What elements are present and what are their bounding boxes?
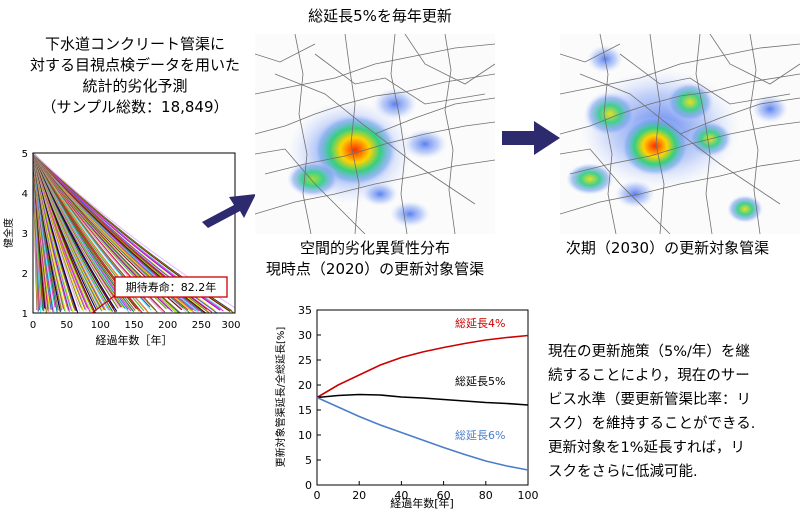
conclusion-line: ビス水準（要更新管渠比率：リ <box>548 392 751 408</box>
study-title-line: 統計的劣化予測 <box>82 77 188 95</box>
chart-y-tick-label: 20 <box>298 379 312 392</box>
next-heatmap <box>560 34 800 234</box>
plot-frame <box>32 152 236 314</box>
conclusion-line: 現在の更新施策（5%/年）を継 <box>548 344 750 360</box>
x-tick-label: 200 <box>158 320 177 331</box>
arrow-next-map-icon <box>502 121 560 155</box>
x-tick-label: 150 <box>124 320 143 331</box>
study-title-line: （サンプル総数：18,849） <box>41 98 229 116</box>
renewal-ratio-chart: 0 5 10 15 20 25 30 35 0 20 40 60 80 100 更新対象管渠延長/全総延長… <box>274 304 539 510</box>
x-tick-label: 100 <box>91 320 110 331</box>
current-map-caption-line: 空間的劣化異質性分布 <box>299 239 450 257</box>
conclusion-line: 続することにより，現在のサー <box>548 368 750 384</box>
series-line-4pct <box>316 334 529 399</box>
y-tick-label: 4 <box>22 189 28 200</box>
study-title: 下水道コンクリート管渠に 対する目視点検データを用いた 統計的劣化予測 （サンプ… <box>0 34 270 118</box>
x-axis-label: 経過年数［年］ <box>96 333 173 347</box>
annotation-box <box>114 276 228 298</box>
deterioration-plot: 健全度 1 2 3 4 5 0 50 100 150 200 250 300 経… <box>2 149 241 347</box>
y-tick-label: 3 <box>22 229 28 240</box>
chart-x-tick-label: 0 <box>314 489 321 502</box>
chart-y-tick-label: 35 <box>298 304 312 317</box>
current-map-caption: 空間的劣化異質性分布 現時点（2020）の更新対象管渠 <box>250 238 500 280</box>
conclusion-line: 更新対象を1%延長すれば，リ <box>548 440 746 456</box>
arrow-to-map-icon <box>202 194 256 228</box>
x-tick-label: 250 <box>192 320 211 331</box>
series-line-6pct <box>316 396 529 471</box>
x-tick-label: 0 <box>30 320 36 331</box>
chart-y-tick-label: 15 <box>298 404 312 417</box>
expected-life-label: 期待寿命：82.2年 <box>126 280 217 294</box>
chart-x-axis-label: 経過年数[年] <box>390 496 454 510</box>
study-title-line: 対する目視点検データを用いた <box>29 56 240 74</box>
current-heatmap <box>255 34 495 234</box>
chart-y-tick-label: 10 <box>298 429 312 442</box>
conclusion-line: スク）を維持することができる. <box>548 416 756 432</box>
x-tick-label: 50 <box>60 320 73 331</box>
chart-y-tick-label: 30 <box>298 329 312 342</box>
series-label-4pct: 総延長4% <box>455 316 505 330</box>
y-tick-label: 1 <box>22 309 28 320</box>
series-label-6pct: 総延長6% <box>455 428 505 442</box>
series-line-5pct <box>316 393 529 406</box>
chart-y-tick-label: 25 <box>298 354 312 367</box>
chart-x-tick-label: 20 <box>352 489 366 502</box>
conclusion-line: スクをさらに低減可能. <box>548 464 698 480</box>
chart-x-tick-label: 40 <box>394 489 408 502</box>
study-title-line: 下水道コンクリート管渠に <box>44 35 225 53</box>
chart-y-tick-label: 5 <box>305 454 312 467</box>
maps-top-label: 総延長5%を毎年更新 <box>308 7 452 25</box>
chart-y-tick-label: 0 <box>305 479 312 492</box>
chart-x-tick-label: 100 <box>518 489 539 502</box>
y-tick-label: 2 <box>22 269 28 280</box>
current-map-caption-line: 現時点（2020）の更新対象管渠 <box>265 260 485 278</box>
x-tick-label: 300 <box>221 320 240 331</box>
chart-x-tick-label: 60 <box>437 489 451 502</box>
chart-x-tick-label: 80 <box>479 489 493 502</box>
conclusion-text: 現在の更新施策（5%/年）を継 続することにより，現在のサー ビス水準（要更新管… <box>548 340 800 484</box>
y-axis-label: 健全度 <box>2 218 15 248</box>
chart-y-axis-label: 更新対象管渠延長/全総延長[%] <box>274 327 287 468</box>
next-map-caption: 次期（2030）の更新対象管渠 <box>565 239 770 257</box>
y-tick-label: 5 <box>22 149 28 160</box>
series-label-5pct: 総延長5% <box>455 374 505 388</box>
